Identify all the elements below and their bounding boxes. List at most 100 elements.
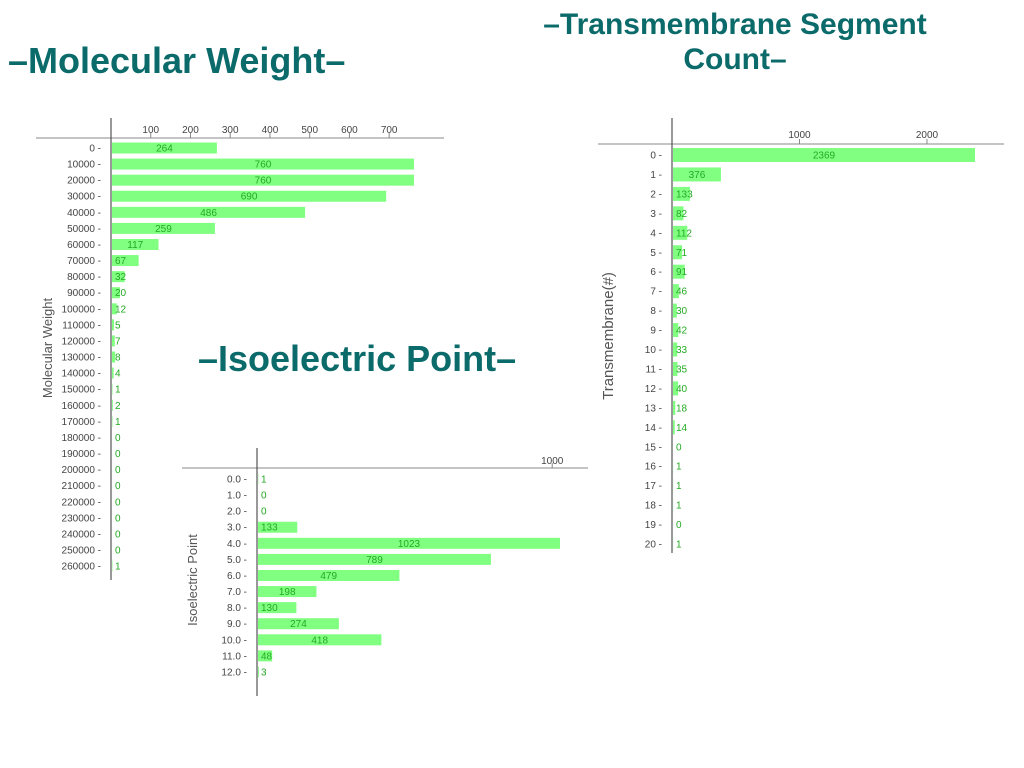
category-label: 120000 - bbox=[62, 336, 101, 347]
bar bbox=[673, 245, 683, 260]
category-label: 200000 - bbox=[62, 465, 101, 476]
bar-value-label: 2 bbox=[115, 401, 121, 412]
category-label: 0 - bbox=[89, 144, 101, 155]
category-label: 6.0 - bbox=[227, 571, 247, 582]
bar-value-label: 35 bbox=[676, 364, 688, 375]
bar bbox=[673, 284, 679, 299]
bar-value-label: 1 bbox=[676, 462, 682, 473]
bar bbox=[258, 602, 297, 614]
bar-value-label: 760 bbox=[255, 176, 272, 187]
category-label: 70000 - bbox=[67, 256, 101, 267]
bar bbox=[112, 174, 414, 186]
bar bbox=[258, 634, 382, 646]
bar bbox=[673, 206, 684, 221]
category-label: 8 - bbox=[650, 306, 662, 317]
bar-value-label: 46 bbox=[676, 287, 688, 298]
category-label: 110000 - bbox=[62, 320, 101, 331]
category-label: 12.0 - bbox=[221, 667, 247, 678]
bar-value-label: 0 bbox=[115, 546, 121, 557]
bar-value-label: 91 bbox=[676, 267, 688, 278]
bar-value-label: 40 bbox=[676, 384, 688, 395]
category-label: 170000 - bbox=[62, 417, 101, 428]
bar bbox=[673, 225, 688, 240]
category-label: 11 - bbox=[646, 364, 663, 375]
x-tick-label: 600 bbox=[341, 125, 358, 136]
bar-value-label: 198 bbox=[279, 587, 296, 598]
bar-value-label: 42 bbox=[676, 326, 688, 337]
category-label: 16 - bbox=[645, 462, 662, 473]
x-tick-label: 1000 bbox=[788, 130, 811, 141]
bar-value-label: 67 bbox=[115, 256, 127, 267]
category-label: 0 - bbox=[650, 151, 662, 162]
y-axis-label: Molecular Weight bbox=[40, 298, 55, 399]
x-tick-label: 2000 bbox=[916, 130, 939, 141]
category-label: 13 - bbox=[645, 403, 662, 414]
bar-value-label: 1 bbox=[676, 481, 682, 492]
category-label: 12 - bbox=[645, 384, 662, 395]
bar-value-label: 0 bbox=[676, 442, 682, 453]
category-label: 17 - bbox=[645, 481, 662, 492]
x-tick-label: 100 bbox=[142, 125, 159, 136]
bar-value-label: 1 bbox=[676, 501, 682, 512]
bar bbox=[112, 255, 139, 267]
bar-value-label: 130 bbox=[261, 603, 278, 614]
y-axis-label: Isoelectric Point bbox=[185, 534, 200, 626]
category-label: 250000 - bbox=[62, 546, 101, 557]
category-label: 8.0 - bbox=[227, 603, 247, 614]
category-label: 10000 - bbox=[67, 160, 101, 171]
bar-value-label: 259 bbox=[155, 224, 172, 235]
bar-value-label: 760 bbox=[255, 160, 272, 171]
bar bbox=[673, 148, 975, 162]
bar-value-label: 264 bbox=[156, 144, 173, 155]
category-label: 0.0 - bbox=[227, 475, 247, 486]
bar bbox=[112, 206, 306, 218]
x-tick-label: 500 bbox=[301, 125, 318, 136]
category-label: 3 - bbox=[650, 209, 662, 220]
bar-value-label: 376 bbox=[689, 170, 706, 181]
bar-value-label: 0 bbox=[115, 529, 121, 540]
bar bbox=[673, 342, 678, 357]
category-label: 130000 - bbox=[62, 353, 101, 364]
x-tick-label: 1000 bbox=[541, 456, 564, 467]
bar-value-label: 0 bbox=[115, 481, 121, 492]
bar bbox=[673, 323, 679, 338]
bar-value-label: 4 bbox=[115, 369, 121, 380]
category-label: 2.0 - bbox=[227, 507, 247, 518]
bar-value-label: 0 bbox=[261, 491, 267, 502]
x-tick-label: 700 bbox=[381, 125, 398, 136]
category-label: 140000 - bbox=[62, 369, 101, 380]
x-tick-label: 200 bbox=[182, 125, 199, 136]
bar-value-label: 117 bbox=[127, 240, 143, 251]
bar bbox=[673, 264, 685, 279]
bar-value-label: 1 bbox=[115, 417, 121, 428]
transmembrane-title: –Transmembrane Segment Count– bbox=[543, 8, 927, 76]
category-label: 7.0 - bbox=[227, 587, 247, 598]
category-label: 9 - bbox=[650, 326, 662, 337]
bar-value-label: 32 bbox=[115, 272, 127, 283]
bar bbox=[112, 142, 217, 154]
bar-value-label: 18 bbox=[676, 403, 688, 414]
category-label: 220000 - bbox=[62, 497, 101, 508]
bar-value-label: 112 bbox=[676, 228, 692, 239]
bar-value-label: 0 bbox=[261, 507, 267, 518]
bar-value-label: 0 bbox=[115, 465, 121, 476]
bar bbox=[673, 167, 721, 182]
bar-value-label: 789 bbox=[366, 555, 383, 566]
bar-value-label: 1 bbox=[115, 562, 121, 573]
category-label: 5.0 - bbox=[227, 555, 247, 566]
category-label: 100000 - bbox=[62, 304, 101, 315]
category-label: 180000 - bbox=[62, 433, 101, 444]
bar bbox=[112, 335, 115, 347]
bar-value-label: 1023 bbox=[398, 539, 421, 550]
bar-value-label: 0 bbox=[676, 520, 682, 531]
category-label: 90000 - bbox=[67, 288, 101, 299]
category-label: 15 - bbox=[645, 442, 662, 453]
category-label: 1 - bbox=[650, 170, 662, 181]
category-label: 9.0 - bbox=[227, 619, 247, 630]
bar bbox=[112, 287, 120, 299]
category-label: 10.0 - bbox=[221, 635, 247, 646]
x-tick-label: 300 bbox=[222, 125, 239, 136]
category-label: 150000 - bbox=[62, 385, 101, 396]
category-label: 3.0 - bbox=[227, 523, 247, 534]
category-label: 10 - bbox=[645, 345, 662, 356]
